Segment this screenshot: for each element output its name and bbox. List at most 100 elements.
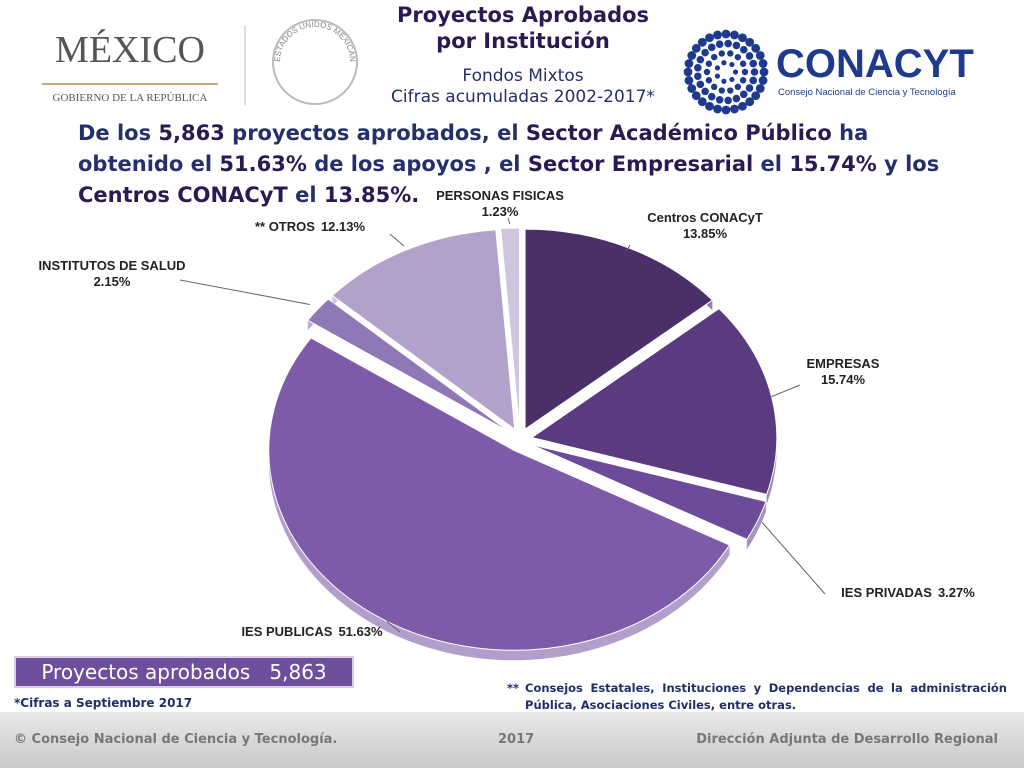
pie-slice: [331, 229, 516, 431]
logo-dot: [705, 33, 714, 43]
headline-part: Sector Empresarial: [527, 152, 754, 176]
title: por Institución: [436, 29, 610, 53]
headline-part: el: [287, 183, 324, 207]
logo-dot: [739, 60, 747, 67]
logo-dot: [691, 43, 701, 53]
slice-value: 13.85%: [683, 226, 728, 241]
logo-dot: [750, 68, 759, 76]
summary-box: Proyectos aprobados 5,863: [14, 656, 354, 688]
headline-part: ha obtenido el: [78, 121, 869, 176]
logo-dot: [749, 59, 758, 68]
logo-dot: [701, 87, 709, 96]
logo-dot: [721, 29, 731, 39]
logo-dot: [721, 60, 727, 66]
leader-line: [386, 620, 401, 633]
slice-value: 15.74%: [821, 372, 866, 387]
leader-line: [179, 279, 310, 305]
logo-dot: [724, 96, 732, 105]
slice-label: IES PRIVADAS 3.27%: [841, 585, 975, 600]
logo-dot: [701, 48, 709, 57]
slice-label: Centros CONACyT 13.85%: [647, 210, 763, 241]
logo-dot: [745, 52, 754, 60]
headline-part: 15.74%: [789, 152, 877, 176]
slice-label: INSTITUTOS DE SALUD 2.15%: [38, 258, 185, 289]
gobierno-text: GOBIERNO DE LA REPÚBLICA: [53, 92, 208, 104]
slice-category: INSTITUTOS DE SALUD: [38, 258, 185, 273]
logo-dot: [745, 84, 754, 92]
pie-slice: [530, 307, 778, 496]
logo-dot: [697, 37, 707, 47]
logo-dot: [703, 68, 711, 76]
logo-dot: [718, 50, 725, 57]
logo-dot: [705, 77, 713, 84]
slice-category: EMPRESAS: [807, 356, 880, 371]
logo-dot: [738, 101, 747, 111]
leader-line: [761, 522, 826, 595]
footer: © Consejo Nacional de Ciencia y Tecnolog…: [0, 712, 1024, 768]
logo-dot: [713, 104, 722, 114]
leader-line: [389, 233, 405, 247]
pie-slice: [307, 298, 511, 434]
footnote-mark: **: [507, 681, 520, 695]
footer-right: Dirección Adjunta de Desarrollo Regional: [696, 732, 998, 747]
headline-part: De los: [78, 121, 159, 145]
logo-dot: [739, 45, 748, 54]
logo-dot: [691, 91, 701, 101]
headline-part: Sector Académico Público: [525, 121, 832, 145]
logo-dot: [696, 80, 705, 89]
slice-value: 1.23%: [482, 204, 519, 219]
logo-dot: [707, 92, 716, 101]
headline-part: 13.85%.: [323, 183, 420, 207]
logo-dot: [729, 61, 735, 68]
headline-part: Centros CONACyT: [78, 183, 288, 207]
logo-dot: [739, 77, 747, 84]
logo-dot: [697, 97, 707, 107]
logo-dot: [759, 67, 769, 77]
logo-dot: [758, 76, 768, 85]
logo-dot: [730, 104, 739, 114]
logo-dot: [741, 68, 749, 76]
logo-dot: [755, 84, 765, 93]
headline: De los 5,863 proyectos aprobados, el Sec…: [78, 118, 958, 211]
note: *Cifras a Septiembre 2017: [14, 696, 193, 710]
logo-dot: [713, 30, 722, 40]
logo-dot: [758, 59, 768, 68]
logo-dot: [718, 87, 725, 94]
slice-label: ** OTROS 12.13%: [255, 219, 366, 234]
conacyt-sub: Consejo Nacional de Ciencia y Tecnología: [778, 87, 957, 98]
logo-dot: [745, 97, 755, 107]
chart: MÉXICO GOBIERNO DE LA REPÚBLICA ESTADOS …: [0, 0, 975, 661]
slice-value: 3.27%: [938, 585, 975, 600]
title: Proyectos Aprobados: [397, 3, 649, 27]
slice-category: IES PUBLICAS: [241, 624, 332, 639]
footnote-text: Consejos Estatales, Instituciones y Depe…: [525, 681, 1007, 712]
logo-dot: [727, 50, 734, 57]
leader-line: [507, 217, 511, 225]
logo-dot: [732, 41, 741, 50]
logo-dot: [715, 95, 724, 104]
logo-dot: [710, 83, 718, 91]
logo-dot: [721, 105, 731, 115]
logo-dot: [745, 37, 755, 47]
logo-dot: [684, 59, 694, 68]
logo-dot: [751, 91, 761, 101]
subtitle: Fondos Mixtos: [462, 66, 583, 86]
headline-part: y los: [876, 152, 940, 176]
slice-category: Centros CONACyT: [647, 210, 763, 225]
slice-label: IES PUBLICAS 51.63%: [241, 624, 383, 639]
pie: Centros CONACyT 13.85% EMPRESAS 15.74% IES P…: [38, 188, 975, 661]
logo-dot: [683, 67, 693, 77]
logo-dot: [749, 76, 758, 85]
logo-dot: [734, 83, 742, 91]
logo-dot: [739, 90, 748, 99]
headline-part: proyectos aprobados, el: [224, 121, 526, 145]
leader-line: [625, 244, 631, 252]
logo-dot: [715, 40, 724, 49]
logo-dot: [730, 30, 739, 40]
logo-dot: [738, 33, 747, 43]
headline-part: 51.63%: [219, 152, 307, 176]
logo-dot: [732, 94, 741, 103]
footer-center: 2017: [498, 732, 535, 747]
logo-dot: [751, 43, 761, 53]
logo-dot: [694, 72, 702, 81]
